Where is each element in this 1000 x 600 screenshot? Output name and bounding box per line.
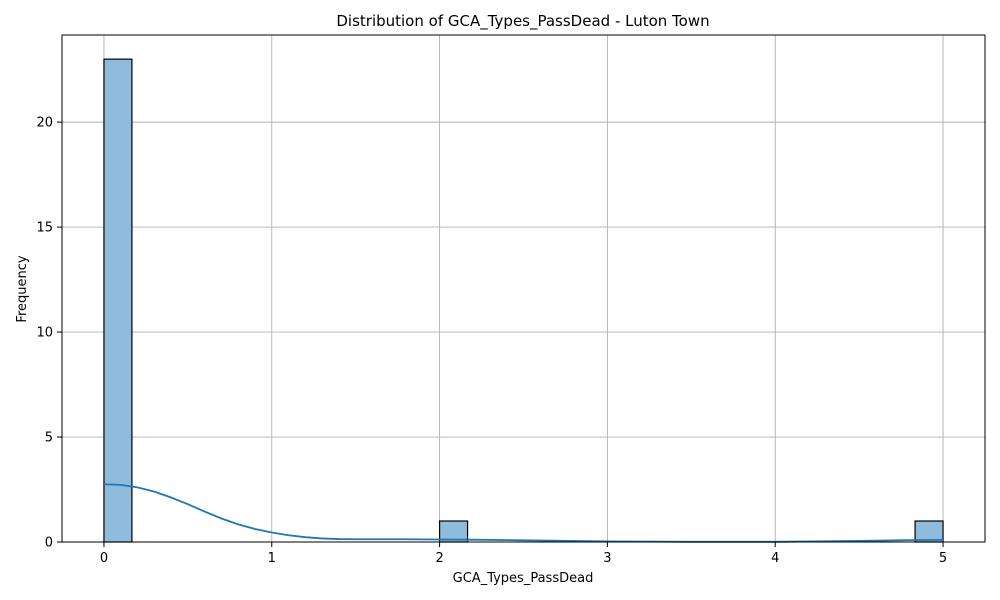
x-tick-label: 0 [100,551,108,566]
histogram-bar [103,58,133,543]
histogram-bars [103,58,944,543]
x-axis-label: GCA_Types_PassDead [453,571,594,586]
y-tick-label: 20 [36,116,53,131]
y-tick-label: 10 [36,326,53,341]
x-axis-ticks: 0 1 2 3 4 5 [100,542,947,566]
y-axis-label: Frequency [15,255,30,322]
x-tick-label: 1 [268,551,276,566]
histogram-bar [914,520,944,543]
plot-area-frame [61,34,986,543]
grid-lines [62,35,985,543]
y-axis-ticks: 0 5 10 15 20 [36,116,62,551]
x-tick-label: 4 [771,551,779,566]
y-tick-label: 5 [45,431,53,446]
kde-curve [103,483,944,543]
y-tick-label: 0 [45,536,53,551]
kde-curve-layer [103,483,944,543]
chart-title: Distribution of GCA_Types_PassDead - Lut… [336,12,709,31]
x-tick-label: 5 [939,551,947,566]
y-tick-label: 15 [36,221,53,236]
x-tick-label: 3 [603,551,611,566]
x-tick-label: 2 [435,551,443,566]
